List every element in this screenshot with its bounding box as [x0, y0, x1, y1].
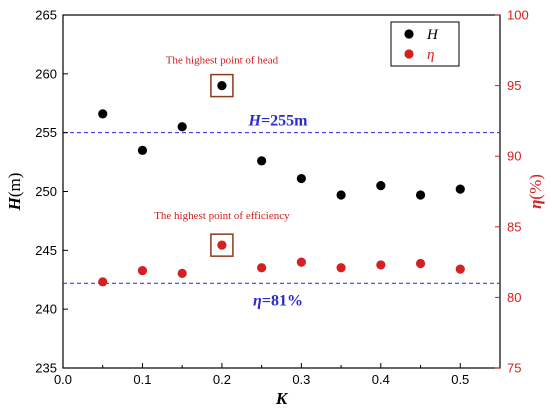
y-right-axis-title-unit: (%): [526, 174, 545, 199]
x-tick-label: 0.5: [451, 372, 469, 387]
y-right-axis-title: η(%): [526, 174, 545, 209]
y-right-tick-label: 95: [507, 78, 521, 93]
x-tick-label: 0.0: [54, 372, 72, 387]
reference-line-label-symbol: H: [248, 113, 262, 130]
annotation-text-1: The highest point of efficiency: [154, 210, 290, 222]
plot-frame: [62, 14, 501, 369]
efficiency-point: [296, 257, 306, 267]
y-right-axis-title-main: η: [526, 200, 545, 209]
y-left-axis-title-main: H: [5, 196, 24, 211]
efficiency-point: [336, 263, 346, 273]
reference-line-label-value: =255m: [261, 113, 308, 130]
plot-layer: 0.0 0.1 0.2 0.3 0.4 0.5 235 240 245 250 255 260 265 7…: [5, 8, 545, 409]
annotation-text-0: The highest point of head: [166, 55, 279, 67]
efficiency-point: [455, 264, 465, 274]
head-point: [98, 109, 108, 119]
legend-label-0: H: [426, 27, 439, 43]
legend-label-1: η: [427, 47, 434, 63]
efficiency-point: [177, 268, 187, 278]
y-left-tick-label: 265: [35, 8, 57, 23]
y-right-tick-label: 100: [507, 8, 529, 23]
head-point: [217, 81, 227, 91]
reference-line-label-symbol: η: [253, 292, 262, 309]
annotation-box-0: [210, 73, 234, 98]
reference-line-label-1: η=81%: [253, 292, 303, 309]
x-tick-label: 0.1: [133, 372, 151, 387]
head-point: [137, 145, 148, 155]
head-point: [257, 156, 267, 166]
annotation-box-1: [210, 233, 234, 257]
x-tick-label: 0.2: [213, 372, 231, 387]
head-point: [455, 184, 465, 194]
efficiency-point: [415, 258, 426, 269]
legend-marker-0: [404, 29, 414, 39]
y-left-tick-label: 245: [35, 243, 57, 258]
efficiency-point: [376, 260, 386, 270]
efficiency-point: [137, 265, 148, 276]
efficiency-point: [217, 240, 227, 250]
x-tick-label: 0.3: [292, 372, 310, 387]
y-left-tick-label: 250: [35, 184, 57, 199]
y-right-tick-label: 75: [507, 361, 521, 376]
efficiency-point: [257, 263, 267, 273]
y-left-tick-label: 255: [35, 125, 57, 140]
head-point: [336, 190, 346, 200]
head-point: [177, 122, 187, 132]
y-right-tick-label: 85: [507, 219, 521, 234]
x-tick-label: 0.4: [372, 372, 390, 387]
legend-marker-1: [404, 49, 414, 59]
efficiency-point: [98, 277, 108, 287]
y-left-axis-title: H(m): [5, 173, 24, 212]
head-point: [415, 190, 426, 200]
head-point: [296, 173, 306, 184]
y-left-axis-title-unit: (m): [5, 173, 24, 198]
legend-box: [390, 21, 460, 67]
y-right-tick-label: 80: [507, 290, 521, 305]
head-point: [376, 181, 386, 191]
reference-line-label-0: H=255m: [248, 113, 309, 130]
y-right-tick-label: 90: [507, 149, 521, 164]
reference-line-label-value: =81%: [262, 292, 303, 309]
y-left-tick-label: 240: [35, 302, 57, 317]
y-left-tick-label: 260: [35, 66, 57, 81]
y-left-tick-label: 235: [35, 361, 57, 376]
x-axis-title: K: [275, 389, 289, 408]
